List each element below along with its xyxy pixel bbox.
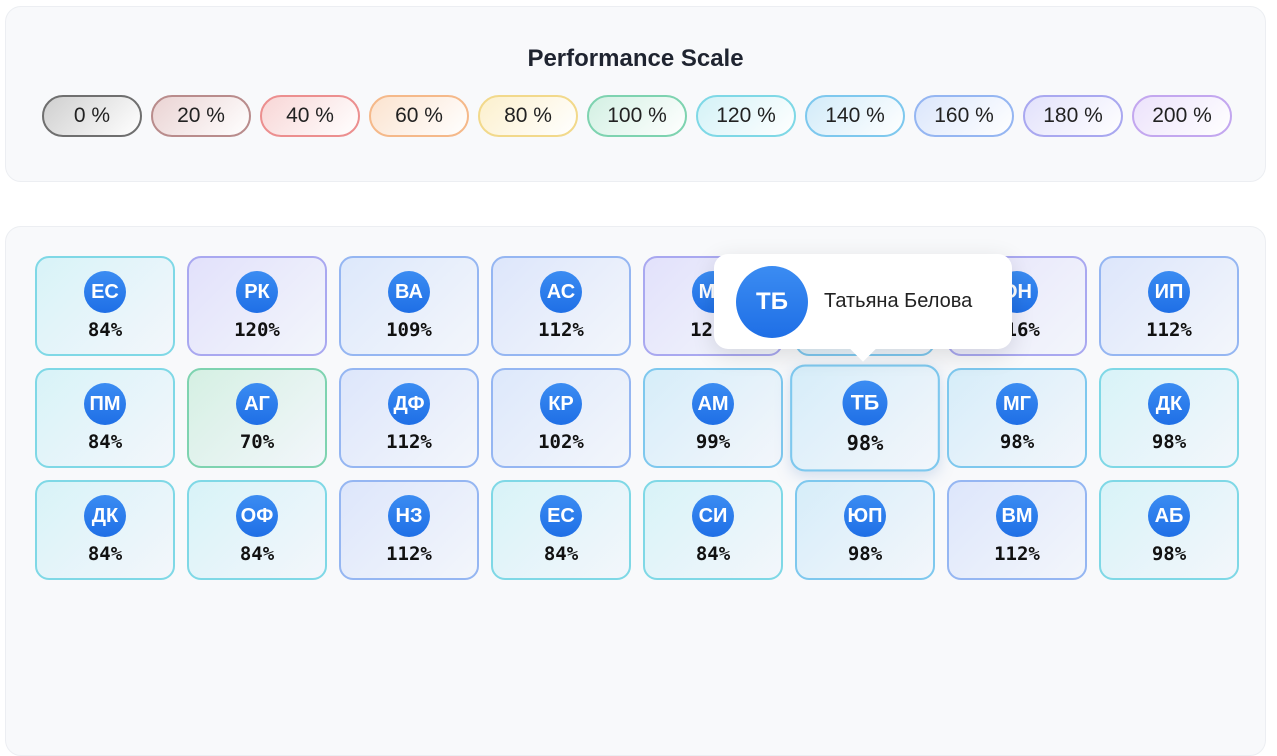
employee-performance-percent: 112% bbox=[1146, 319, 1192, 341]
employee-performance-percent: 70% bbox=[239, 431, 275, 453]
employee-tile[interactable]: АБ 98% bbox=[1099, 480, 1239, 580]
employee-avatar: АГ bbox=[236, 383, 278, 425]
employee-avatar: ИП bbox=[1148, 271, 1190, 313]
employee-tile[interactable]: ЕС 84% bbox=[491, 480, 631, 580]
employee-tile[interactable]: ВМ 112% bbox=[947, 480, 1087, 580]
employee-tile[interactable]: АС 112% bbox=[491, 256, 631, 356]
employee-performance-percent: 98% bbox=[999, 431, 1035, 453]
scale-title: Performance Scale bbox=[527, 45, 744, 72]
employee-tile[interactable]: АМ 99% bbox=[643, 368, 783, 468]
scale-level-pill[interactable]: 0 % bbox=[42, 95, 142, 137]
employee-performance-percent: 84% bbox=[87, 431, 123, 453]
employee-performance-percent: 109% bbox=[386, 319, 432, 341]
employee-performance-percent: 99% bbox=[695, 431, 731, 453]
employee-tile[interactable]: ТБ 98% bbox=[790, 364, 940, 472]
employee-tile[interactable]: ОФ 84% bbox=[187, 480, 327, 580]
employee-avatar: ОФ bbox=[236, 495, 278, 537]
employee-tooltip: ТБ Татьяна Белова bbox=[714, 254, 1012, 349]
employee-performance-percent: 120% bbox=[234, 319, 280, 341]
performance-scale-panel: Performance Scale 0 % 20 % 40 % 60 % 80 % 100… bbox=[5, 6, 1266, 182]
employee-performance-percent: 102% bbox=[538, 431, 584, 453]
employee-avatar: АС bbox=[540, 271, 582, 313]
employee-performance-percent: 84% bbox=[239, 543, 275, 565]
employee-tile[interactable]: РК 120% bbox=[187, 256, 327, 356]
employee-avatar: ДФ bbox=[388, 383, 430, 425]
employee-avatar: РК bbox=[236, 271, 278, 313]
employee-performance-percent: 98% bbox=[846, 431, 884, 456]
employee-performance-percent: 112% bbox=[538, 319, 584, 341]
scale-level-pill[interactable]: 200 % bbox=[1132, 95, 1232, 137]
employee-performance-percent: 84% bbox=[543, 543, 579, 565]
employee-performance-percent: 98% bbox=[847, 543, 883, 565]
employee-grid-panel: ЕС84%РК120%ВА109%АС112%МК120%ПР98%ОН116%… bbox=[5, 226, 1266, 756]
scale-level-pill[interactable]: 140 % bbox=[805, 95, 905, 137]
employee-tile[interactable]: АГ 70% bbox=[187, 368, 327, 468]
employee-avatar: ВА bbox=[388, 271, 430, 313]
employee-tile[interactable]: СИ 84% bbox=[643, 480, 783, 580]
employee-avatar: ДК bbox=[84, 495, 126, 537]
employee-avatar: АМ bbox=[692, 383, 734, 425]
employee-avatar: ДК bbox=[1148, 383, 1190, 425]
employee-tile[interactable]: ПМ 84% bbox=[35, 368, 175, 468]
employee-tile[interactable]: ИП 112% bbox=[1099, 256, 1239, 356]
employee-avatar: ЕС bbox=[84, 271, 126, 313]
scale-level-pill[interactable]: 120 % bbox=[696, 95, 796, 137]
employee-tile[interactable]: ДФ 112% bbox=[339, 368, 479, 468]
employee-avatar: ПМ bbox=[84, 383, 126, 425]
employee-tile[interactable]: ЮП 98% bbox=[795, 480, 935, 580]
employee-performance-percent: 84% bbox=[87, 319, 123, 341]
employee-avatar: МГ bbox=[996, 383, 1038, 425]
employee-avatar: СИ bbox=[692, 495, 734, 537]
employee-avatar: НЗ bbox=[388, 495, 430, 537]
employee-performance-percent: 112% bbox=[386, 543, 432, 565]
employee-avatar: ТБ bbox=[842, 380, 888, 426]
employee-performance-percent: 98% bbox=[1151, 543, 1187, 565]
employee-performance-percent: 112% bbox=[386, 431, 432, 453]
scale-level-pill[interactable]: 80 % bbox=[478, 95, 578, 137]
scale-level-pill[interactable]: 40 % bbox=[260, 95, 360, 137]
employee-tile[interactable]: ВА 109% bbox=[339, 256, 479, 356]
employee-tile[interactable]: НЗ 112% bbox=[339, 480, 479, 580]
employee-grid: ЕС84%РК120%ВА109%АС112%МК120%ПР98%ОН116%… bbox=[35, 256, 1239, 580]
employee-performance-percent: 98% bbox=[1151, 431, 1187, 453]
scale-level-pill[interactable]: 180 % bbox=[1023, 95, 1123, 137]
employee-performance-percent: 112% bbox=[994, 543, 1040, 565]
employee-avatar: АБ bbox=[1148, 495, 1190, 537]
employee-performance-percent: 84% bbox=[695, 543, 731, 565]
employee-tile[interactable]: ДК 84% bbox=[35, 480, 175, 580]
scale-level-pill[interactable]: 60 % bbox=[369, 95, 469, 137]
employee-avatar: ЕС bbox=[540, 495, 582, 537]
employee-tile[interactable]: ДК 98% bbox=[1099, 368, 1239, 468]
employee-tile[interactable]: ЕС 84% bbox=[35, 256, 175, 356]
scale-level-pill[interactable]: 20 % bbox=[151, 95, 251, 137]
employee-performance-percent: 84% bbox=[87, 543, 123, 565]
employee-tile[interactable]: КР 102% bbox=[491, 368, 631, 468]
employee-avatar: ЮП bbox=[844, 495, 886, 537]
employee-avatar: КР bbox=[540, 383, 582, 425]
scale-legend: 0 % 20 % 40 % 60 % 80 % 100 % 120 % 140 % 160 % 1… bbox=[42, 95, 1232, 137]
employee-tile[interactable]: МГ 98% bbox=[947, 368, 1087, 468]
employee-avatar: ВМ bbox=[996, 495, 1038, 537]
tooltip-avatar: ТБ bbox=[736, 265, 808, 338]
scale-level-pill[interactable]: 100 % bbox=[587, 95, 687, 137]
scale-level-pill[interactable]: 160 % bbox=[914, 95, 1014, 137]
tooltip-employee-name: Татьяна Белова bbox=[824, 290, 973, 312]
